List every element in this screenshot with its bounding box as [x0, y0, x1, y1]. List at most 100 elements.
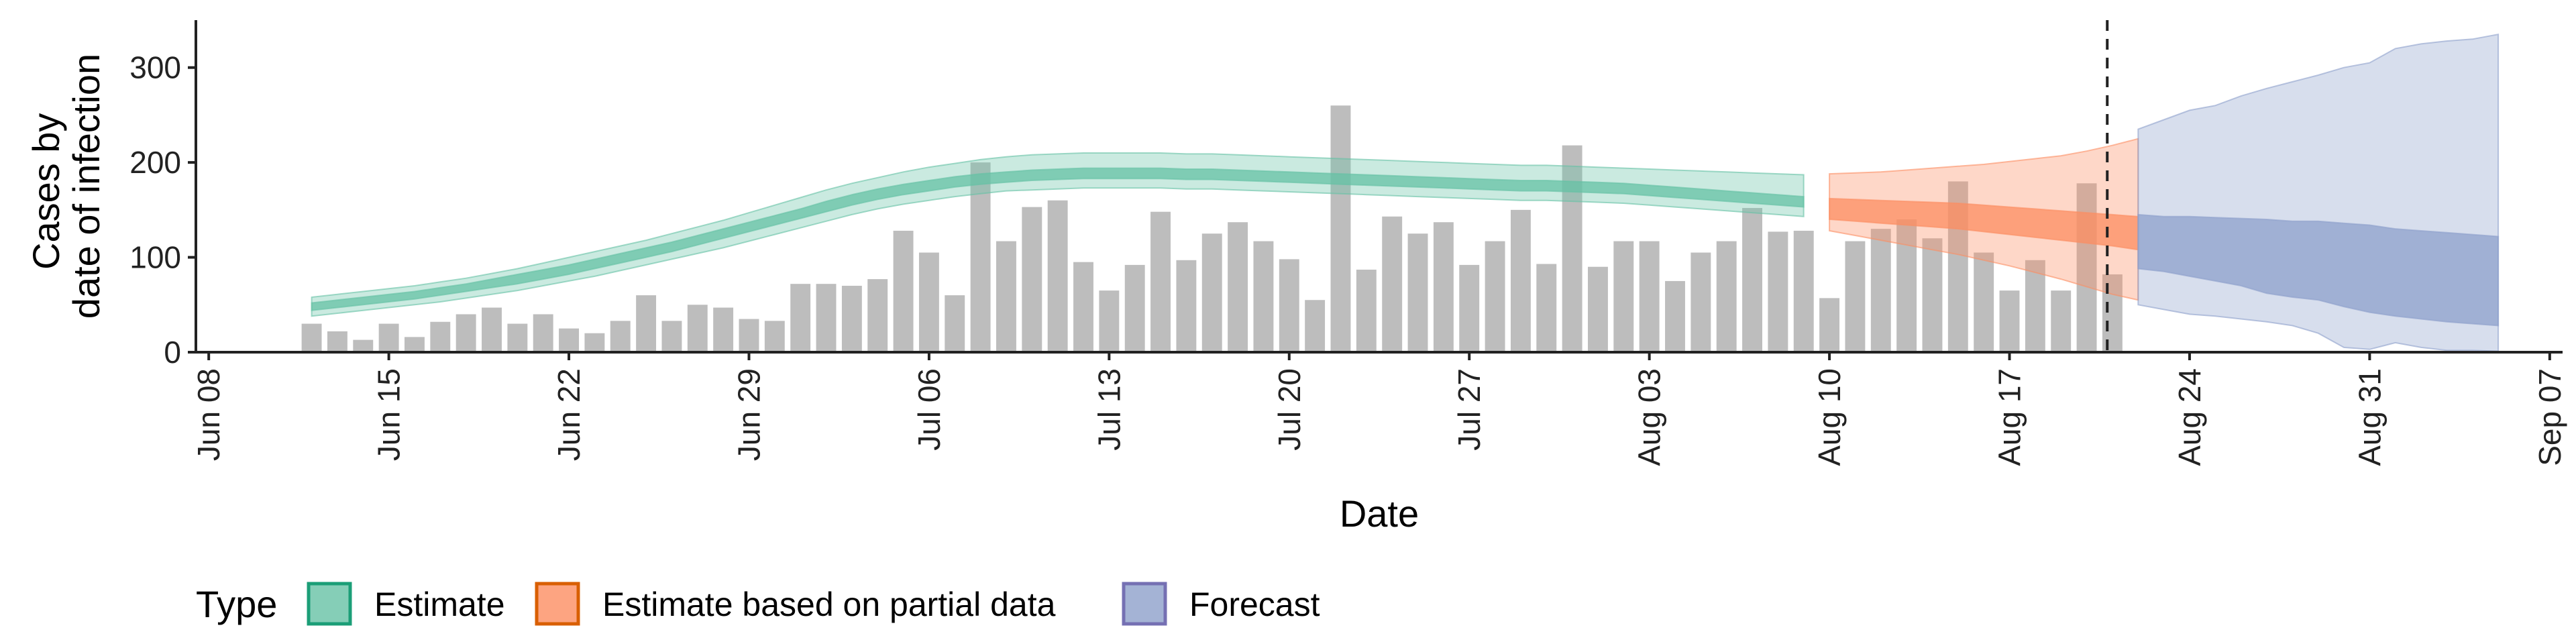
x-tick-label: Aug 17	[1992, 368, 2027, 466]
case-bar	[1896, 219, 1917, 352]
case-bar	[559, 328, 579, 352]
case-bar	[1870, 229, 1891, 352]
case-bar	[1022, 207, 1042, 352]
case-bar	[816, 284, 837, 352]
forecast-inner-band	[2137, 213, 2500, 327]
case-bar	[2076, 183, 2097, 352]
case-bar	[1716, 241, 1737, 352]
case-bar	[687, 305, 708, 352]
case-bar	[1356, 269, 1377, 352]
x-tick-label: Jun 29	[731, 368, 766, 461]
x-tick-label: Jun 08	[191, 368, 226, 461]
case-bar	[1639, 241, 1660, 352]
case-bar	[1485, 241, 1505, 352]
x-axis-title: Date	[1340, 492, 1419, 535]
y-tick-label: 100	[129, 240, 181, 275]
estimate-bands	[311, 33, 2500, 352]
legend-key	[307, 582, 352, 626]
case-bar	[1407, 233, 1428, 352]
case-bar	[1176, 260, 1197, 352]
case-bar	[482, 307, 502, 352]
case-bar	[1665, 280, 1685, 352]
case-bar	[1613, 241, 1634, 352]
x-tick-label: Jul 27	[1452, 368, 1487, 451]
legend-key	[535, 582, 580, 626]
y-tick-label: 0	[164, 335, 181, 370]
case-bar	[893, 230, 914, 352]
case-bar	[1047, 200, 1068, 352]
case-bar	[1459, 264, 1480, 352]
case-bar	[739, 319, 759, 352]
case-bar	[945, 295, 965, 352]
case-bar	[790, 284, 811, 352]
case-bar	[610, 321, 631, 352]
x-tick-label: Jul 20	[1272, 368, 1307, 451]
y-tick-label: 200	[129, 145, 181, 180]
case-bar	[1588, 266, 1608, 352]
case-bar	[1330, 105, 1351, 353]
case-bar	[918, 252, 939, 352]
estimate-outer-band	[311, 152, 1805, 317]
case-bar	[1382, 216, 1403, 352]
case-bar	[1201, 233, 1222, 352]
x-tick-label: Jul 06	[912, 368, 947, 451]
case-bar	[430, 321, 451, 352]
x-tick-label: Jul 13	[1091, 368, 1126, 451]
case-bar	[2102, 274, 2123, 352]
case-bar	[661, 321, 682, 352]
y-tick-label: 300	[129, 50, 181, 85]
case-bar	[1150, 211, 1171, 352]
x-tick-label: Sep 07	[2532, 368, 2567, 466]
y-axis-title-line-2: date of infection	[65, 54, 107, 319]
legend-label: Estimate based on partial data	[602, 586, 1056, 623]
case-bar	[1279, 259, 1299, 352]
case-bars	[301, 105, 2123, 353]
x-axis-ticks: Jun 08 Jun 15 Jun 22 Jun 29 Jul 06 Jul 13 Jul …	[191, 352, 2567, 466]
x-tick-label: Aug 03	[1632, 368, 1667, 466]
case-bar	[1073, 262, 1093, 352]
case-bar	[353, 339, 374, 352]
legend-label: Forecast	[1189, 586, 1320, 623]
case-bar	[1433, 222, 1454, 352]
case-bar	[1742, 208, 1762, 352]
case-bar	[405, 337, 425, 352]
case-bar	[1974, 252, 1994, 352]
y-axis-title: Cases by date of infection	[25, 54, 107, 319]
case-bar	[378, 323, 399, 352]
x-tick-label: Jun 15	[372, 368, 407, 461]
case-bar	[1999, 290, 2020, 352]
case-bar	[584, 333, 605, 352]
y-axis-title-line-1: Cases by	[25, 113, 67, 270]
case-bar	[2051, 290, 2072, 352]
case-bar	[1124, 264, 1145, 352]
case-bar	[713, 307, 734, 352]
case-bar	[1922, 238, 1943, 352]
x-tick-label: Aug 31	[2352, 368, 2387, 466]
case-bar	[1536, 264, 1557, 352]
case-bar	[1562, 145, 1582, 352]
legend-key	[1122, 582, 1167, 626]
case-bar	[1793, 230, 1814, 352]
case-bar	[507, 323, 528, 352]
case-bar	[867, 279, 888, 352]
case-bar	[764, 321, 785, 352]
axes	[195, 20, 2563, 354]
case-bar	[1510, 209, 1531, 352]
case-bar	[1228, 222, 1248, 352]
x-tick-label: Aug 24	[2172, 368, 2207, 466]
case-bar	[1253, 241, 1274, 352]
case-bar	[2025, 260, 2045, 352]
y-axis-ticks: 0 100 200 300	[129, 50, 196, 370]
case-bar	[327, 331, 347, 352]
estimate-inner-band	[311, 167, 1805, 311]
case-bar	[1690, 252, 1711, 352]
case-bar	[1305, 300, 1326, 352]
case-bar	[1099, 290, 1120, 352]
case-bar	[841, 286, 862, 352]
case-bar	[455, 314, 476, 352]
case-bar	[1768, 231, 1788, 352]
legend: Type Estimate Estimate based on partial d…	[196, 582, 1320, 626]
legend-label: Estimate	[374, 586, 505, 623]
case-bar	[636, 295, 657, 352]
x-tick-label: Aug 10	[1812, 368, 1847, 466]
